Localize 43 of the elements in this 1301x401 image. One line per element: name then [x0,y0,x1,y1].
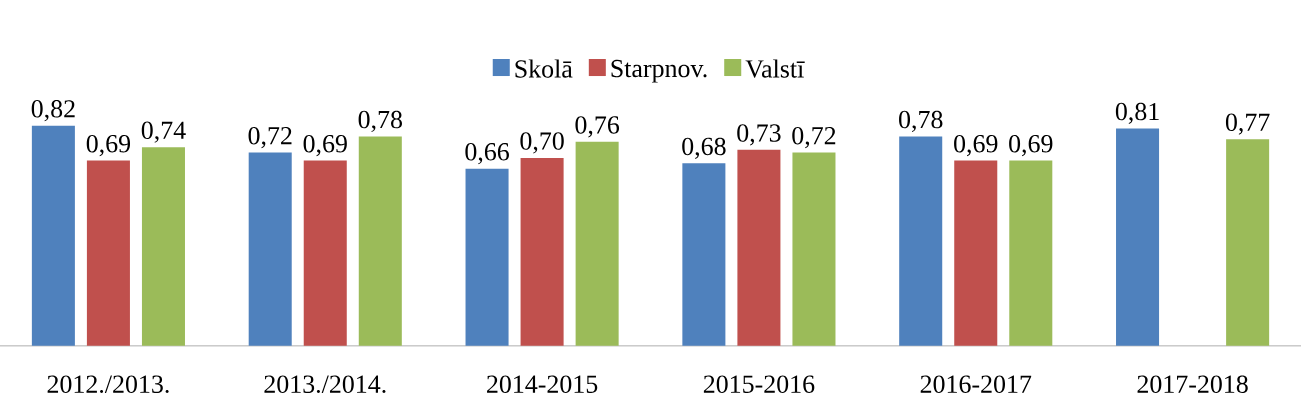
data-label: 0,69 [1009,135,1053,157]
data-label: 0,73 [737,124,781,146]
data-label: 0,66 [465,143,509,165]
bar [682,163,726,346]
data-label: 0,72 [248,126,292,149]
bar [86,160,130,346]
data-label: 0,72 [792,126,836,149]
bar [303,160,347,346]
bar [954,160,998,346]
bar [737,149,781,346]
bar [575,141,619,346]
data-label: 0,69 [303,135,347,157]
data-label: 0,69 [954,135,998,157]
bar [358,136,402,346]
legend-label: Starpnov. [611,59,707,83]
bar [520,157,564,346]
bar [899,136,943,346]
data-label: 0,74 [141,121,186,143]
data-label: 0,76 [575,116,620,138]
bar [792,152,836,346]
bar [141,147,185,346]
data-label: 0,68 [682,137,726,159]
bar [1116,128,1160,346]
data-label: 0,78 [358,110,402,133]
legend-label: Skolā [515,59,573,78]
data-label: 0,78 [899,110,943,133]
x-tick-label: 2016-2017 [920,375,1032,393]
x-tick-label: 2015-2016 [703,375,815,393]
bar [465,168,509,346]
data-label: 0,82 [31,100,75,122]
x-tick-label: 2013./2014. [264,375,386,394]
bar [248,152,292,346]
data-label: 0,70 [520,132,564,154]
bar [31,125,75,346]
data-label: 0,69 [86,135,131,157]
x-tick-label: 2017-2018 [1137,375,1248,393]
bar [1009,160,1053,346]
x-tick-label: 2012./2013. [47,375,169,394]
data-label: 0,81 [1115,102,1159,125]
bar [1226,139,1270,346]
legend-label: Valstī [745,59,805,78]
data-label: 0,77 [1225,113,1270,135]
x-tick-label: 2014-2015 [487,375,598,393]
